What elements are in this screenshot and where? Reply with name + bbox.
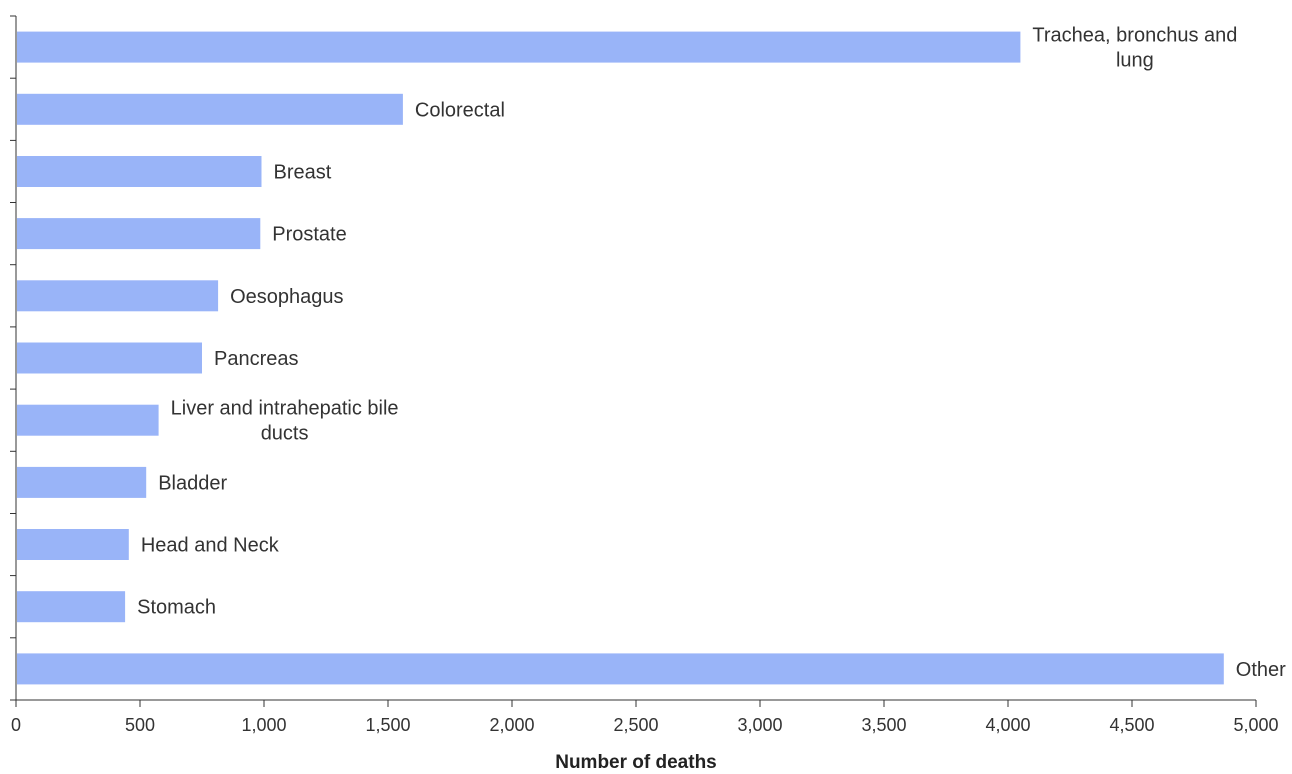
x-tick-label: 1,500 <box>365 715 410 735</box>
bar-category-label-line: Bladder <box>158 472 227 494</box>
bar-category-label: Liver and intrahepatic bile ducts <box>171 398 399 445</box>
bar <box>17 218 261 250</box>
bars-group <box>17 31 1224 685</box>
bar-category-label-line: Other <box>1236 659 1286 681</box>
bar-category-label-line: Pancreas <box>214 348 299 370</box>
x-tick-label: 1,000 <box>241 715 286 735</box>
x-axis-title: Number of deaths <box>555 752 717 773</box>
bar-category-label: Oesophagus <box>230 286 343 308</box>
bar-category-label-line: Oesophagus <box>230 286 343 308</box>
bar-category-label: Bladder <box>158 472 227 494</box>
bar-category-label-line: Breast <box>273 162 331 184</box>
x-tick-label: 0 <box>11 715 21 735</box>
bar <box>17 591 126 623</box>
bar-category-label: Breast <box>273 162 331 184</box>
bar-category-label: Pancreas <box>214 348 299 370</box>
y-ticks-group <box>10 15 16 701</box>
x-tick-label: 3,500 <box>861 715 906 735</box>
bar-category-label-line: Stomach <box>137 597 216 619</box>
bar <box>17 342 202 374</box>
bar <box>17 93 403 125</box>
bar <box>17 466 147 498</box>
bar <box>17 653 1224 685</box>
bar-category-label: Stomach <box>137 597 216 619</box>
bar <box>17 156 262 187</box>
bar-category-label-line: Liver and intrahepatic bile <box>171 398 399 420</box>
x-ticks-group: 0 500 1,000 1,500 2,000 2,500 3,000 3,500 4,000 4… <box>11 700 1279 735</box>
bar-category-label: Other <box>1236 659 1286 681</box>
bar-category-label: Head and Neck <box>141 535 280 557</box>
bar-category-label: Prostate <box>272 224 346 246</box>
bar-category-label-line: lung <box>1116 50 1154 72</box>
bar <box>17 529 129 560</box>
x-tick-label: 3,000 <box>737 715 782 735</box>
bar-category-label-line: Head and Neck <box>141 535 280 557</box>
x-tick-label: 2,000 <box>489 715 534 735</box>
x-tick-label: 4,500 <box>1109 715 1154 735</box>
bar-category-label-line: Prostate <box>272 224 346 246</box>
bar-category-label: Colorectal <box>415 99 505 121</box>
bar <box>17 31 1021 63</box>
bar <box>17 404 159 436</box>
bar <box>17 280 219 312</box>
bar-category-label: Trachea, bronchus and lung <box>1032 25 1237 72</box>
x-tick-label: 500 <box>125 715 155 735</box>
category-labels-group: Trachea, bronchus and lung Colorectal Breas… <box>137 25 1286 681</box>
bar-category-label-line: Trachea, bronchus and <box>1032 25 1237 47</box>
x-tick-label: 4,000 <box>985 715 1030 735</box>
x-tick-label: 2,500 <box>613 715 658 735</box>
x-tick-label: 5,000 <box>1233 715 1278 735</box>
bar-category-label-line: ducts <box>261 423 309 445</box>
bar-category-label-line: Colorectal <box>415 99 505 121</box>
